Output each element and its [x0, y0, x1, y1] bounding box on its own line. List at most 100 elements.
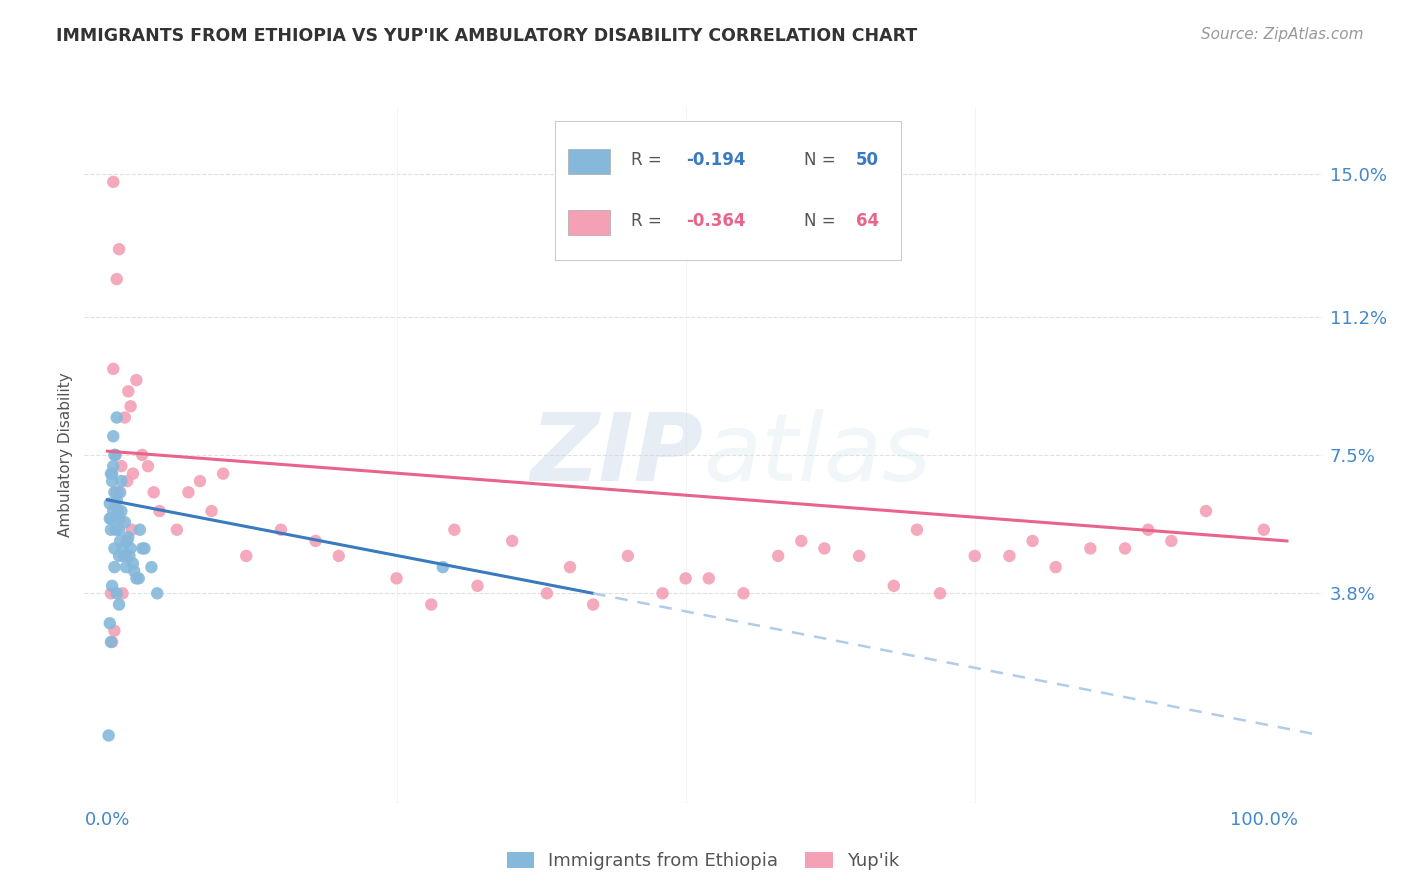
Point — [963, 549, 986, 563]
Point — [110, 474, 132, 488]
Point — [200, 504, 222, 518]
Point — [122, 467, 145, 481]
Point — [651, 586, 673, 600]
Point — [1021, 533, 1043, 548]
Point — [1045, 560, 1067, 574]
Point — [122, 564, 145, 578]
Point — [108, 533, 131, 548]
Point — [105, 485, 128, 500]
Point — [131, 448, 153, 462]
Point — [1137, 523, 1160, 537]
Point — [733, 586, 755, 600]
Point — [103, 429, 125, 443]
Point — [103, 448, 125, 462]
Point — [120, 399, 142, 413]
Point — [118, 549, 141, 563]
Point — [212, 467, 235, 481]
Point — [536, 586, 558, 600]
Point — [501, 533, 523, 548]
Point — [103, 541, 125, 556]
Point — [136, 459, 159, 474]
Point — [120, 541, 142, 556]
Point — [1114, 541, 1136, 556]
Point — [111, 541, 134, 556]
Point — [100, 467, 122, 481]
Point — [121, 523, 143, 537]
Point — [166, 523, 188, 537]
Point — [103, 459, 125, 474]
Point — [582, 598, 605, 612]
Point — [790, 533, 813, 548]
Point — [101, 635, 124, 649]
Point — [142, 485, 165, 500]
Text: ZIP: ZIP — [530, 409, 703, 501]
Point — [108, 549, 131, 563]
Point — [107, 485, 129, 500]
Point — [98, 511, 121, 525]
Point — [328, 549, 350, 563]
Point — [188, 474, 211, 488]
Point — [420, 598, 443, 612]
Point — [304, 533, 326, 548]
Point — [114, 410, 136, 425]
Point — [558, 560, 581, 574]
Point — [110, 504, 132, 518]
Point — [108, 511, 131, 525]
Point — [467, 579, 489, 593]
Point — [100, 635, 122, 649]
Point — [697, 571, 720, 585]
Point — [131, 541, 153, 556]
Point — [128, 523, 150, 537]
Point — [103, 362, 125, 376]
Point — [104, 497, 127, 511]
Point — [443, 523, 465, 537]
Point — [103, 560, 125, 574]
Point — [111, 586, 134, 600]
Point — [103, 624, 125, 638]
Point — [108, 598, 131, 612]
Point — [115, 533, 138, 548]
Point — [905, 523, 928, 537]
Point — [104, 448, 127, 462]
Point — [115, 560, 138, 574]
Point — [98, 497, 121, 511]
Point — [101, 579, 124, 593]
Point — [117, 384, 139, 399]
Point — [929, 586, 952, 600]
Point — [385, 571, 408, 585]
Point — [103, 485, 125, 500]
Point — [114, 515, 136, 529]
Point — [104, 523, 127, 537]
Point — [125, 571, 148, 585]
Point — [105, 272, 128, 286]
Point — [848, 549, 870, 563]
Point — [617, 549, 640, 563]
Point — [98, 616, 121, 631]
Point — [270, 523, 292, 537]
Point — [432, 560, 454, 574]
Legend: Immigrants from Ethiopia, Yup'ik: Immigrants from Ethiopia, Yup'ik — [499, 845, 907, 877]
Point — [107, 504, 129, 518]
Point — [766, 549, 789, 563]
Point — [108, 485, 131, 500]
Point — [177, 485, 200, 500]
Point — [1195, 504, 1218, 518]
Point — [141, 560, 163, 574]
Point — [125, 373, 148, 387]
Point — [148, 504, 170, 518]
Point — [105, 586, 128, 600]
Point — [128, 571, 150, 585]
Point — [146, 586, 169, 600]
Point — [1080, 541, 1102, 556]
Point — [107, 511, 129, 525]
Point — [1160, 533, 1182, 548]
Point — [112, 549, 135, 563]
Point — [101, 467, 124, 481]
Point — [115, 549, 138, 563]
Point — [103, 504, 125, 518]
Point — [105, 410, 128, 425]
Point — [883, 579, 905, 593]
Text: IMMIGRANTS FROM ETHIOPIA VS YUP'IK AMBULATORY DISABILITY CORRELATION CHART: IMMIGRANTS FROM ETHIOPIA VS YUP'IK AMBUL… — [56, 27, 918, 45]
Point — [97, 729, 120, 743]
Point — [117, 530, 139, 544]
